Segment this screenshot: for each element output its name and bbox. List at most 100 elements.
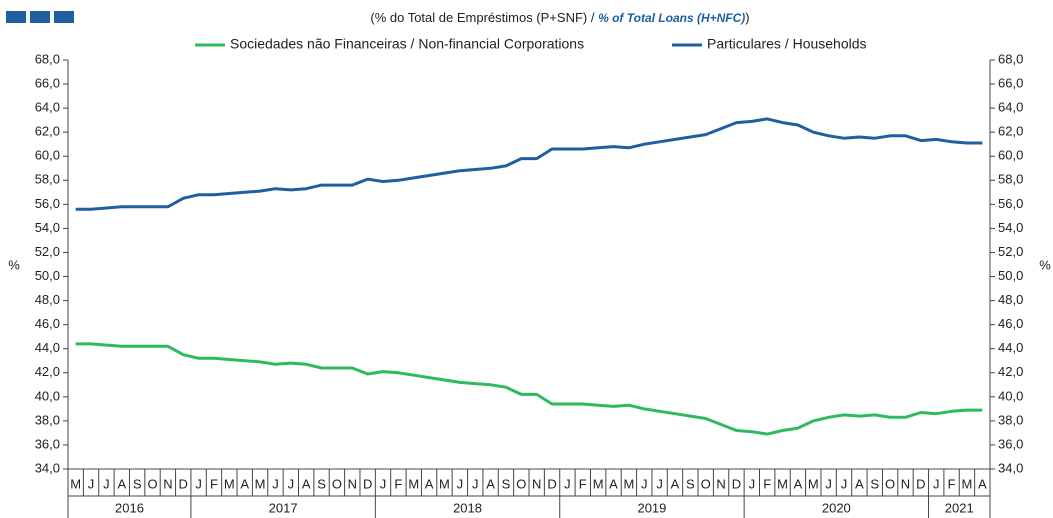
x-tick-label: N <box>163 476 172 491</box>
title-end: ) <box>745 10 749 25</box>
y2-tick-label: 56,0 <box>998 196 1023 211</box>
x-tick-label: J <box>272 476 279 491</box>
y-tick-label: 38,0 <box>35 412 60 427</box>
legend-label: Particulares / Households <box>707 36 867 52</box>
year-label: 2019 <box>637 500 666 515</box>
logo-block <box>54 11 74 23</box>
y2-tick-label: 38,0 <box>998 412 1023 427</box>
x-tick-label: J <box>825 476 832 491</box>
title-en: % of Total Loans (H+NFC) <box>598 11 745 25</box>
x-tick-label: N <box>532 476 541 491</box>
y2-tick-label: 34,0 <box>998 460 1023 475</box>
y2-tick-label: 44,0 <box>998 340 1023 355</box>
y-tick-label: 62,0 <box>35 124 60 139</box>
x-tick-label: M <box>408 476 419 491</box>
x-tick-label: J <box>749 476 756 491</box>
x-tick-label: N <box>348 476 357 491</box>
x-tick-label: D <box>363 476 372 491</box>
x-tick-label: F <box>210 476 218 491</box>
x-tick-label: S <box>133 476 142 491</box>
y-tick-label: 60,0 <box>35 148 60 163</box>
y2-tick-label: 54,0 <box>998 220 1023 235</box>
y2-tick-label: 48,0 <box>998 292 1023 307</box>
x-tick-label: A <box>486 476 495 491</box>
x-tick-label: A <box>302 476 311 491</box>
x-tick-label: M <box>623 476 634 491</box>
year-label: 2021 <box>945 500 974 515</box>
y-tick-label: 50,0 <box>35 268 60 283</box>
year-label: 2018 <box>453 500 482 515</box>
x-tick-label: O <box>147 476 157 491</box>
y-tick-label: 42,0 <box>35 364 60 379</box>
x-tick-label: A <box>978 476 987 491</box>
y2-axis-label: % <box>1039 257 1051 272</box>
x-tick-label: D <box>732 476 741 491</box>
y2-tick-label: 66,0 <box>998 75 1023 90</box>
chart-title: (% do Total de Empréstimos (P+SNF) / % o… <box>370 10 749 25</box>
year-label: 2016 <box>115 500 144 515</box>
x-tick-label: A <box>240 476 249 491</box>
x-tick-label: J <box>195 476 202 491</box>
y-tick-label: 52,0 <box>35 244 60 259</box>
y2-tick-label: 50,0 <box>998 268 1023 283</box>
x-tick-label: J <box>841 476 848 491</box>
x-tick-label: M <box>70 476 81 491</box>
y-tick-label: 64,0 <box>35 100 60 115</box>
x-tick-label: J <box>472 476 479 491</box>
x-tick-label: J <box>103 476 110 491</box>
y-tick-label: 34,0 <box>35 460 60 475</box>
x-tick-label: A <box>855 476 864 491</box>
y-tick-label: 44,0 <box>35 340 60 355</box>
x-tick-label: O <box>516 476 526 491</box>
x-tick-label: A <box>794 476 803 491</box>
x-tick-label: J <box>564 476 571 491</box>
y2-tick-label: 64,0 <box>998 100 1023 115</box>
x-tick-label: F <box>763 476 771 491</box>
x-tick-label: M <box>777 476 788 491</box>
x-tick-label: N <box>901 476 910 491</box>
x-tick-label: F <box>394 476 402 491</box>
x-tick-label: D <box>179 476 188 491</box>
x-tick-label: J <box>380 476 387 491</box>
x-tick-label: J <box>656 476 663 491</box>
logo-block <box>30 11 50 23</box>
year-label: 2020 <box>822 500 851 515</box>
x-tick-label: M <box>439 476 450 491</box>
y2-tick-label: 60,0 <box>998 148 1023 163</box>
y2-tick-label: 58,0 <box>998 172 1023 187</box>
x-tick-label: M <box>255 476 266 491</box>
y2-tick-label: 40,0 <box>998 388 1023 403</box>
y-tick-label: 56,0 <box>35 196 60 211</box>
x-tick-label: J <box>288 476 295 491</box>
x-tick-label: A <box>117 476 126 491</box>
y-tick-label: 48,0 <box>35 292 60 307</box>
y-tick-label: 46,0 <box>35 316 60 331</box>
y-axis-label: % <box>8 257 20 272</box>
y2-tick-label: 62,0 <box>998 124 1023 139</box>
x-tick-label: O <box>332 476 342 491</box>
x-tick-label: J <box>88 476 95 491</box>
logo-block <box>6 11 26 23</box>
x-tick-label: D <box>547 476 556 491</box>
series-line <box>75 342 983 436</box>
series-line <box>75 117 983 211</box>
y2-tick-label: 52,0 <box>998 244 1023 259</box>
x-tick-label: M <box>593 476 604 491</box>
y-tick-label: 58,0 <box>35 172 60 187</box>
x-tick-label: D <box>916 476 925 491</box>
x-tick-label: O <box>885 476 895 491</box>
x-tick-label: O <box>701 476 711 491</box>
y-tick-label: 68,0 <box>35 51 60 66</box>
legend-label: Sociedades não Financeiras / Non-financi… <box>230 36 584 52</box>
y-tick-label: 66,0 <box>35 75 60 90</box>
x-tick-label: A <box>671 476 680 491</box>
x-tick-label: J <box>933 476 940 491</box>
x-tick-label: S <box>317 476 326 491</box>
y-tick-label: 36,0 <box>35 436 60 451</box>
x-tick-label: F <box>948 476 956 491</box>
x-tick-label: J <box>457 476 464 491</box>
title-pt: (% do Total de Empréstimos (P+SNF) / <box>370 10 598 25</box>
x-tick-label: A <box>425 476 434 491</box>
x-tick-label: M <box>224 476 235 491</box>
